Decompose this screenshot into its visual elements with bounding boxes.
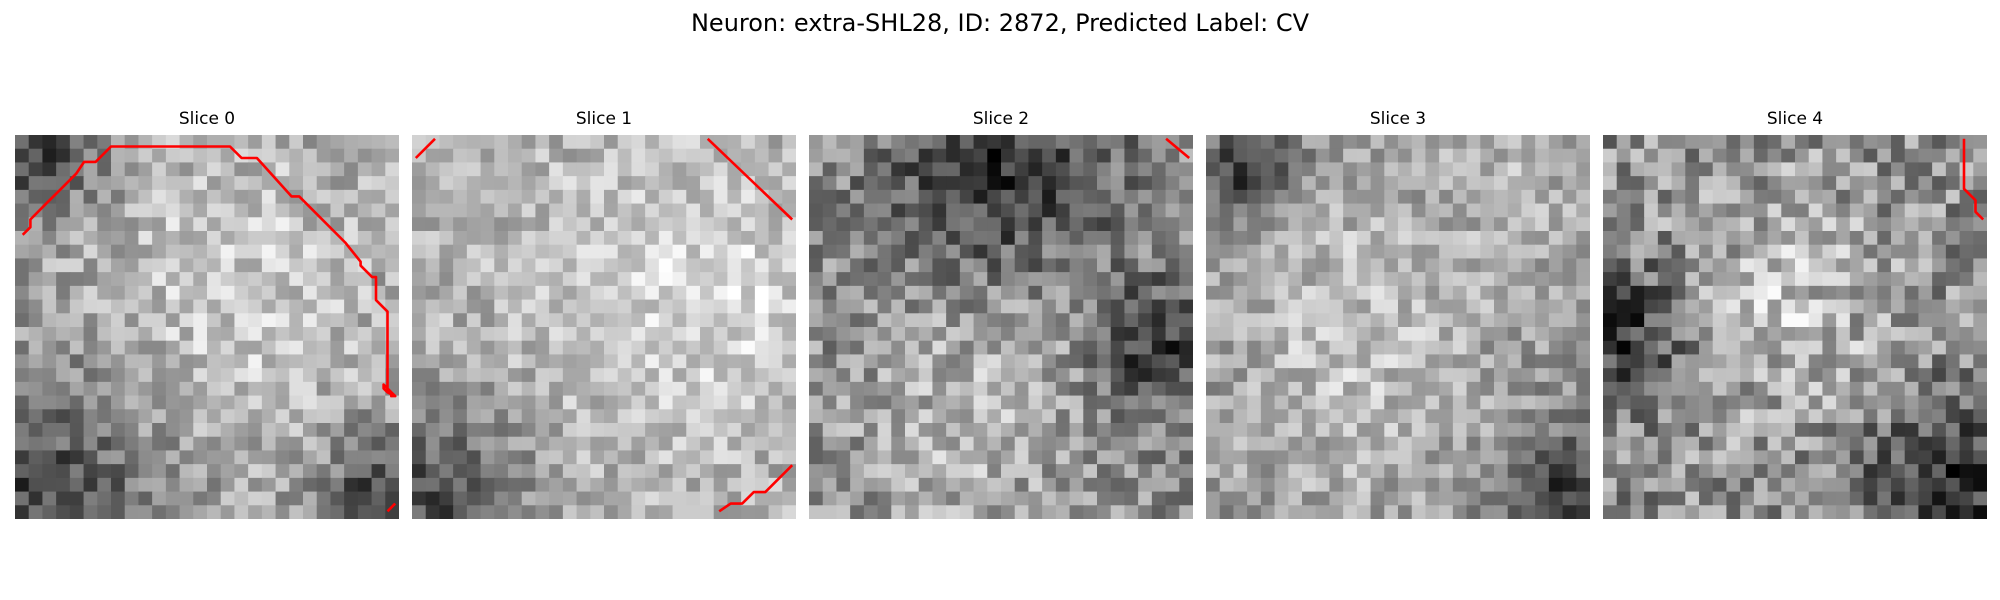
- panel-title: Slice 4: [1766, 109, 1824, 129]
- contour-line: [706, 137, 794, 221]
- panel-slice-0: Slice 0: [15, 108, 399, 519]
- pixel-grid: [15, 135, 399, 519]
- pixel-grid: [412, 135, 796, 519]
- contour-line: [386, 502, 397, 513]
- pixel-grid: [1206, 135, 1590, 519]
- slice-0-image: [15, 135, 399, 519]
- pixel-grid: [809, 135, 1193, 519]
- slice-3-image: [1206, 135, 1590, 519]
- figure-title: Neuron: extra-SHL28, ID: 2872, Predicted…: [690, 9, 1310, 37]
- panel-slice-3: Slice 3: [1206, 108, 1590, 519]
- panel-slice-2: Slice 2: [809, 108, 1193, 519]
- contour-line: [414, 137, 436, 159]
- pixel-grid: [1603, 135, 1987, 519]
- panel-slice-4: Slice 4: [1603, 108, 1987, 519]
- panel-title: Slice 2: [972, 109, 1030, 129]
- contour-line: [718, 464, 794, 513]
- contour-line: [1165, 137, 1191, 159]
- panel-title: Slice 3: [1369, 109, 1427, 129]
- contour-line: [1962, 138, 1985, 221]
- panel-slice-1: Slice 1: [412, 108, 796, 519]
- slice-2-image: [809, 135, 1193, 519]
- slice-1-image: [412, 135, 796, 519]
- panel-title: Slice 1: [575, 109, 633, 129]
- panel-title: Slice 0: [178, 109, 236, 129]
- slice-4-image: [1603, 135, 1987, 519]
- contour-line: [21, 145, 397, 398]
